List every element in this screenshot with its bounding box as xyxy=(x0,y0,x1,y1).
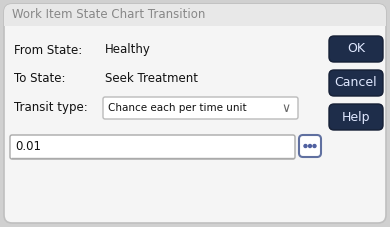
Text: OK: OK xyxy=(347,42,365,55)
FancyBboxPatch shape xyxy=(4,4,386,26)
Text: 0.01: 0.01 xyxy=(15,141,41,153)
FancyBboxPatch shape xyxy=(4,16,386,26)
Text: From State:: From State: xyxy=(14,44,82,57)
FancyBboxPatch shape xyxy=(10,135,295,159)
Text: Work Item State Chart Transition: Work Item State Chart Transition xyxy=(12,8,206,22)
Text: To State:: To State: xyxy=(14,72,66,84)
Text: Cancel: Cancel xyxy=(335,76,377,89)
FancyBboxPatch shape xyxy=(103,97,298,119)
Text: Help: Help xyxy=(342,111,370,123)
Circle shape xyxy=(308,145,312,148)
Text: Transit type:: Transit type: xyxy=(14,101,88,114)
Text: Seek Treatment: Seek Treatment xyxy=(105,72,198,84)
Circle shape xyxy=(304,145,307,148)
Text: Chance each per time unit: Chance each per time unit xyxy=(108,103,246,113)
Text: Healthy: Healthy xyxy=(105,44,151,57)
FancyBboxPatch shape xyxy=(329,36,383,62)
Text: ∨: ∨ xyxy=(282,101,291,114)
FancyBboxPatch shape xyxy=(299,135,321,157)
FancyBboxPatch shape xyxy=(4,4,386,223)
FancyBboxPatch shape xyxy=(329,70,383,96)
Circle shape xyxy=(313,145,316,148)
FancyBboxPatch shape xyxy=(329,104,383,130)
